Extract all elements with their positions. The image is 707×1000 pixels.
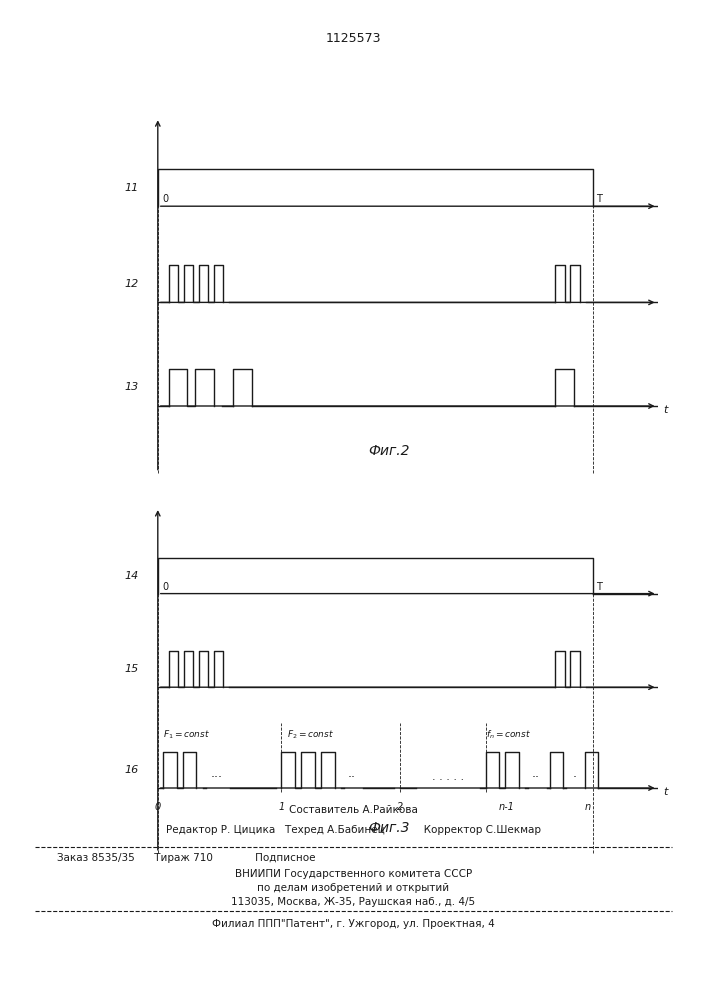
Text: T: T (596, 194, 602, 204)
Text: 16: 16 (124, 765, 139, 775)
Text: $f_n = const$: $f_n = const$ (486, 729, 531, 741)
Text: Составитель А.Райкова: Составитель А.Райкова (289, 805, 418, 815)
Text: Фиг.2: Фиг.2 (368, 444, 409, 458)
Text: 113035, Москва, Ж-35, Раушская наб., д. 4/5: 113035, Москва, Ж-35, Раушская наб., д. … (231, 897, 476, 907)
Text: ··: ·· (532, 771, 540, 784)
Text: n-1: n-1 (499, 802, 515, 812)
Text: ВНИИПИ Государственного комитета СССР: ВНИИПИ Государственного комитета СССР (235, 869, 472, 879)
Text: t: t (663, 787, 667, 797)
Text: 12: 12 (124, 279, 139, 289)
Text: $F_1 = const$: $F_1 = const$ (163, 729, 210, 741)
Text: 11: 11 (124, 183, 139, 193)
Text: по делам изобретений и открытий: по делам изобретений и открытий (257, 883, 450, 893)
Text: 1125573: 1125573 (326, 32, 381, 45)
Text: T: T (596, 582, 602, 592)
Text: $F_2 = const$: $F_2 = const$ (287, 729, 334, 741)
Text: ··: ·· (348, 771, 356, 784)
Text: 0: 0 (162, 194, 168, 204)
Text: Фиг.3: Фиг.3 (368, 821, 409, 835)
Text: t: t (663, 405, 667, 415)
Text: Филиал ППП"Патент", г. Ужгород, ул. Проектная, 4: Филиал ППП"Патент", г. Ужгород, ул. Прое… (212, 919, 495, 929)
Text: Редактор Р. Цицика   Техред А.Бабинец            Корректор С.Шекмар: Редактор Р. Цицика Техред А.Бабинец Корр… (166, 825, 541, 835)
Text: 13: 13 (124, 382, 139, 392)
Text: Заказ 8535/35      Тираж 710             Подписное: Заказ 8535/35 Тираж 710 Подписное (57, 853, 315, 863)
Text: 0: 0 (162, 582, 168, 592)
Text: 14: 14 (124, 571, 139, 581)
Text: . . . . .: . . . . . (432, 772, 464, 782)
Text: ···: ··· (211, 771, 223, 784)
Text: 2: 2 (397, 802, 403, 812)
Text: n: n (585, 802, 591, 812)
Text: 15: 15 (124, 664, 139, 674)
Text: 1: 1 (279, 802, 284, 812)
Text: 0: 0 (155, 802, 161, 812)
Text: ·: · (572, 771, 576, 784)
